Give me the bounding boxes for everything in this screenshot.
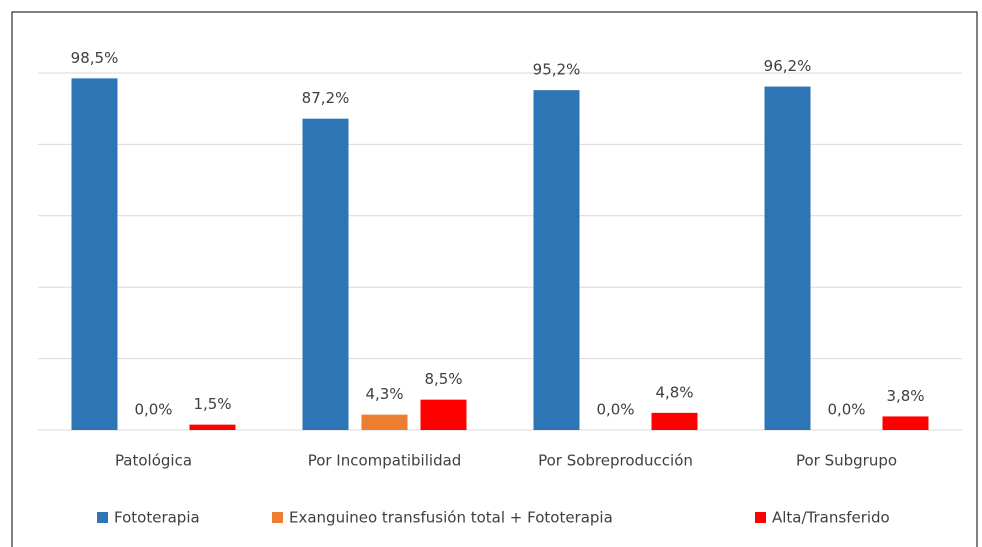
bar [533, 90, 580, 431]
data-label: 8,5% [424, 370, 462, 388]
data-label: 4,3% [365, 385, 403, 403]
bar [189, 424, 236, 430]
x-tick-label: Por Incompatibilidad [308, 452, 462, 470]
legend-label: Exanguineo transfusión total + Fototerap… [289, 509, 613, 527]
data-label: 0,0% [596, 401, 634, 419]
legend-label: Alta/Transferido [772, 509, 890, 527]
data-label: 98,5% [71, 49, 119, 67]
data-label: 3,8% [886, 387, 924, 405]
data-label: 95,2% [533, 61, 581, 79]
data-label: 0,0% [134, 401, 172, 419]
data-label: 96,2% [764, 57, 812, 75]
bar [882, 416, 929, 430]
bar [302, 118, 349, 431]
x-tick-label: Patológica [115, 452, 192, 470]
x-tick-label: Por Sobreproducción [538, 452, 693, 470]
x-tick-label: Por Subgrupo [796, 452, 897, 470]
data-label: 1,5% [193, 395, 231, 413]
bar [361, 414, 408, 430]
bar [764, 86, 811, 430]
data-label: 4,8% [655, 383, 693, 401]
legend-swatch [97, 512, 108, 523]
bar [420, 399, 467, 430]
bar [71, 78, 118, 430]
legend-swatch [755, 512, 766, 523]
data-label: 0,0% [827, 401, 865, 419]
chart-frame [11, 11, 978, 547]
legend-swatch [272, 512, 283, 523]
data-label: 87,2% [302, 89, 350, 107]
legend-label: Fototerapia [114, 509, 200, 527]
bar [651, 412, 698, 430]
